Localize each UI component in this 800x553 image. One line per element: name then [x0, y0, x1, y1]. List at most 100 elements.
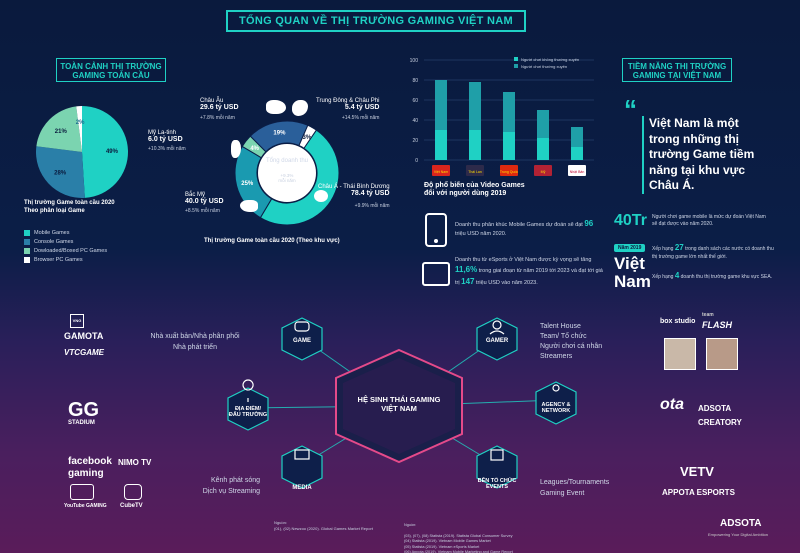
- bar-segment: [435, 130, 447, 160]
- ecosystem-center-label: HỆ SINH THÁI GAMING VIỆT NAM: [357, 395, 441, 413]
- ecosystem-diagram: [227, 317, 577, 489]
- legend-swatch: [24, 239, 30, 245]
- bar-segment: [571, 147, 583, 160]
- y-tick-label: 20: [412, 138, 418, 144]
- donut-center-growth: +9.3% mỗi năm: [278, 173, 296, 183]
- gg-stadium-sub: STADIUM: [68, 420, 95, 426]
- node-events-hex: [476, 445, 518, 489]
- potential-quote: Việt Nam là một trong những thị trường G…: [642, 116, 764, 194]
- smartphone-icon: [425, 213, 447, 247]
- global-market-banner: TOÀN CẢNH THỊ TRƯỜNG GAMING TOÀN CẦU: [56, 58, 166, 82]
- bar-chart-popularity: 0 20 40 60 80 100 Việt Nam Thái Lan Trung Quốc Mỹ…: [410, 57, 594, 176]
- pie-slice-label: 49%: [106, 149, 119, 155]
- donut-slice: [298, 124, 318, 149]
- donut-hole: [258, 144, 316, 202]
- bar-legend-swatch: [514, 57, 518, 61]
- rank-27-text: Xếp hạng 27 trong danh sách các nước có …: [652, 242, 774, 261]
- node-media-label: MEDIA: [292, 485, 312, 491]
- pie-slice: [76, 106, 82, 152]
- adsota-logo: ADSOTA: [698, 404, 732, 413]
- gamer-description: Talent House Team/ Tổ chức Người chơi cá…: [540, 323, 603, 361]
- bar-segment: [435, 80, 447, 130]
- pie-caption: Thị trường Game toàn cầu 2020 Theo phân …: [24, 200, 115, 214]
- vng-logo: VNG: [70, 314, 84, 328]
- flag-trung-quốc: [500, 165, 518, 176]
- team-flash-logo: FLASH: [702, 320, 732, 330]
- rank-text: doanh thu thị trường game khu vực SEA.: [679, 274, 773, 280]
- donut-slice-label: 19%: [273, 131, 286, 137]
- legend-swatch: [24, 248, 30, 254]
- sources-label: Nguồn:: [404, 522, 417, 527]
- streamer-avatar-2: [706, 338, 738, 370]
- region-name: Mỹ La-tinh: [148, 130, 177, 136]
- region-asia-pacific: Châu Á - Thái Bình Dương 78.4 tỷ USD +9.…: [318, 184, 390, 209]
- donut-center: Tổng doanh thu 159.3 tỷ USD +9.3% mỗi nă…: [255, 158, 319, 183]
- node-agency-label: AGENCY & NETWORK: [541, 402, 571, 415]
- sources-text: (03), (07), (08) Statista (2019). Statis…: [404, 533, 513, 553]
- sources-1: Nguồn: (01), (02) Newzoo (2020). Global …: [274, 520, 373, 532]
- region-name: Bắc Mỹ: [185, 192, 206, 198]
- pie-slice-label: 21%: [55, 129, 68, 135]
- node-agency-hex: [535, 381, 577, 425]
- stat-text: triệu USD năm 2020.: [455, 231, 507, 237]
- youtube-gaming-icon: [70, 484, 94, 500]
- node-media-hex: [281, 445, 323, 489]
- node-game-hex: [281, 317, 323, 361]
- category-label: Trung Quốc: [500, 170, 519, 174]
- legend-item: Dowloaded/Boxed PC Games: [24, 248, 107, 254]
- vietnam-word: Việt Nam: [614, 254, 651, 291]
- players-text: Người chơi game mobile là mức dự đoán Vi…: [652, 214, 766, 228]
- sources-text: (01), (02) Newzoo (2020). Global Games M…: [274, 526, 373, 531]
- legend-item: Browser PC Games: [24, 257, 107, 263]
- youtube-sub: GAMING: [86, 503, 107, 509]
- events-description: Leagues/Tournaments Gaming Event: [540, 479, 610, 497]
- donut-center-value: 159.3 tỷ USD: [262, 164, 312, 173]
- flag-thái-lan: [466, 165, 484, 176]
- region-growth: +8.5% mỗi năm: [185, 208, 220, 214]
- bar-segment: [571, 127, 583, 147]
- person-icon: [492, 320, 502, 330]
- gamepad-icon: [294, 321, 310, 332]
- cubetv-icon: [124, 484, 142, 500]
- appota-esports-logo: APPOTA ESPORTS: [662, 488, 735, 497]
- y-tick-label: 0: [415, 158, 418, 164]
- quote-icon: “: [624, 94, 637, 124]
- pie-slice: [82, 106, 129, 198]
- flag-mỹ: [534, 165, 552, 176]
- node-venue-label: ĐỊA ĐIỂM/ ĐẤU TRƯỜNG: [228, 406, 268, 419]
- bar-segment: [537, 110, 549, 138]
- nimo-tv-logo: NIMO TV: [118, 458, 152, 467]
- location-pin-icon: [242, 379, 254, 402]
- stat-highlight: 147: [461, 277, 475, 287]
- category-label: Thái Lan: [468, 170, 482, 174]
- mobile-revenue-stat: Doanh thu phân khúc Mobile Games dự đoán…: [455, 218, 595, 238]
- game-description: Nhà xuất bản/Nhà phân phối Nhà phát triể…: [150, 333, 240, 351]
- region-middle-east-africa: Trung Đông & Châu Phi 5.4 tỷ USD +14.5% …: [316, 98, 379, 121]
- rank-text: Xếp hạng: [652, 246, 675, 252]
- europe-map-icon: [266, 100, 286, 114]
- stat-text: trong giai đoạn từ năm 2019 tới 2023 và …: [455, 268, 603, 287]
- rank-4-text: Xếp hạng 4 doanh thu thị trường game khu…: [652, 270, 774, 282]
- youtube-logo: YouTube GAMING: [64, 503, 107, 509]
- asia-map-icon: [314, 190, 328, 202]
- region-latam: Mỹ La-tinh 6.0 tỷ USD +10.3% mỗi năm: [148, 130, 186, 152]
- adsota-footer-logo: ADSOTA: [720, 518, 762, 529]
- bar-segment: [537, 138, 549, 160]
- cubetv-logo: CubeTV: [120, 503, 143, 509]
- facebook-gaming-sub: gaming: [68, 468, 104, 479]
- stat-text: Doanh thu từ eSports ở Việt Nam được kỳ …: [455, 257, 592, 263]
- region-growth: +10.3% mỗi năm: [148, 146, 186, 152]
- rank-number: 4: [674, 271, 680, 280]
- players-big: 40Tr: [614, 212, 647, 229]
- node-gamer-hex: [476, 317, 518, 361]
- donut-slice-label: 3%: [303, 135, 312, 141]
- gamota-logo: GAMOTA: [64, 331, 104, 341]
- pie-slice: [36, 146, 85, 198]
- rank-number: 27: [674, 243, 684, 252]
- bar-legend-swatch: [514, 64, 518, 68]
- calendar-icon: [490, 449, 504, 461]
- y-tick-label: 60: [412, 98, 418, 104]
- vtc-game-logo: VTCGAME: [64, 348, 104, 357]
- box-studio-logo: box studio: [660, 318, 696, 325]
- latam-map-icon: [231, 140, 241, 158]
